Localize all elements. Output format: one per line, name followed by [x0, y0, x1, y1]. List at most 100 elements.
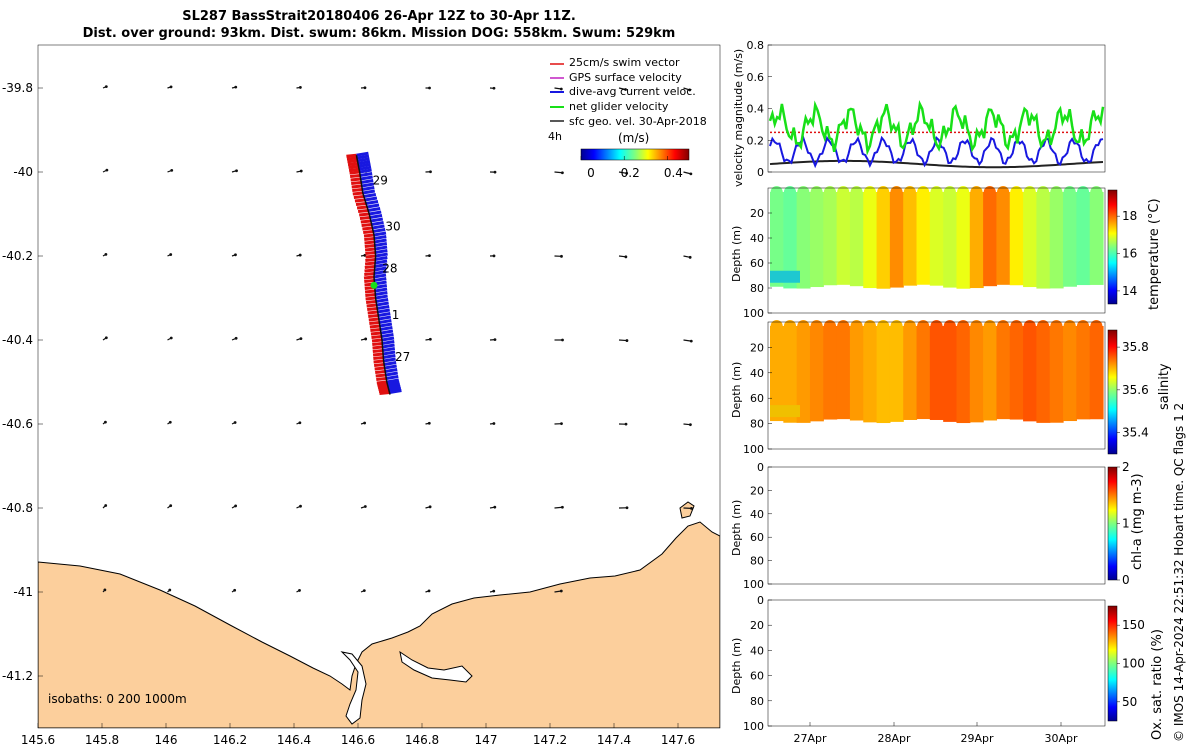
current-vector [389, 389, 402, 394]
surface-velocity-arrowhead [689, 339, 693, 343]
heatmap-top-dot [1037, 319, 1050, 333]
heatmap-cell [889, 326, 904, 422]
swim-vector [349, 174, 361, 178]
heatmap-top-dot [850, 319, 863, 333]
velocity-y-tick-label: 0.6 [747, 71, 765, 84]
surface-velocity-arrowhead [298, 589, 301, 592]
salinity-y-ticks: 20 40 60 80 100 [743, 341, 772, 456]
colorbar-tick-label: 2 [1122, 460, 1130, 474]
map-x-tick-label: 147.4 [597, 733, 631, 747]
depth-tick-label: 60 [750, 257, 764, 270]
swim-vector [379, 391, 390, 395]
current-vector [382, 343, 395, 349]
legend-gps: GPS surface velocity [550, 71, 682, 84]
colorbar-tick-label: 0.2 [621, 166, 640, 180]
chla-clabel: chl-a (mg m-3) [1130, 473, 1145, 570]
heatmap-cell [956, 192, 971, 289]
current-vector [358, 162, 371, 168]
map-y-tick-label: -40 [13, 165, 33, 179]
depth-tick-label: 0 [757, 594, 764, 607]
current-vector [374, 235, 387, 240]
current-vector [388, 386, 402, 392]
swim-vector [372, 349, 383, 353]
heatmap-bottom-anomaly [770, 270, 800, 283]
current-vector [361, 182, 374, 188]
swim-vector [351, 181, 362, 185]
salinity-cells [770, 319, 1104, 424]
heatmap-top-dot [890, 185, 903, 199]
heatmap-cell [823, 192, 838, 286]
swim-vector [372, 345, 383, 350]
current-vector [382, 340, 395, 345]
heatmap-top-dot [837, 319, 850, 333]
swim-vector [365, 254, 376, 259]
surface-velocity-arrowhead [169, 336, 173, 340]
swim-vector [352, 191, 363, 196]
current-vector [379, 322, 393, 328]
heatmap-cell [929, 192, 944, 286]
map-x-tick-label: 147.6 [661, 733, 695, 747]
heatmap-top-dot [957, 185, 970, 199]
colorbar-tick-label: 18 [1122, 209, 1137, 223]
swim-vector [364, 272, 375, 276]
heatmap-cell [1076, 192, 1091, 286]
depth-tick-label: 20 [750, 484, 764, 497]
surface-velocity-arrowhead [429, 170, 432, 174]
current-vector [376, 305, 390, 310]
swim-vector [351, 184, 362, 189]
current-vector [360, 175, 373, 181]
colorbar-unit: (m/s) [618, 131, 649, 145]
swim-vector [364, 261, 376, 266]
swim-vector [365, 293, 376, 297]
heatmap-top-dot [1010, 185, 1023, 199]
heatmap-top-dot [837, 185, 850, 199]
current-vector [382, 347, 396, 352]
surface-velocity-arrowhead [688, 88, 692, 92]
surface-velocity-arrowhead [688, 255, 692, 259]
map-legend: 25cm/s swim vector GPS surface velocity … [548, 56, 707, 180]
current-vector [374, 270, 387, 275]
current-vector [371, 221, 384, 226]
current-velocity-line [769, 135, 1104, 169]
swim-vector [348, 164, 359, 169]
heatmap-cell [956, 326, 971, 424]
heatmap-top-dot [970, 185, 983, 199]
heatmap-cell [809, 326, 824, 422]
surface-velocity-arrowhead [234, 336, 238, 340]
geo-velocity-line [769, 159, 1104, 169]
current-vector [380, 329, 394, 335]
surface-velocity-arrowhead [169, 504, 173, 508]
current-vector [374, 263, 388, 268]
surface-velocity-arrowhead [233, 421, 237, 424]
velocity-panel: 0 0.2 0.4 0.6 0.8 [747, 39, 1106, 179]
swim-vector [373, 363, 385, 367]
surface-velocity-arrowhead [170, 169, 174, 172]
swim-vector [354, 198, 366, 203]
swim-vector [364, 244, 375, 248]
heatmap-top-dot [850, 185, 863, 199]
swim-vector [378, 386, 389, 391]
heatmap-top-dot [877, 185, 890, 199]
surface-velocity-arrowhead [625, 171, 629, 175]
colorbar-tick-label: 50 [1122, 695, 1137, 709]
current-vector [362, 186, 375, 191]
colorbar-tick-label: 35.8 [1122, 340, 1149, 354]
current-vector [374, 277, 387, 282]
surface-velocity-arrowhead [169, 253, 173, 256]
current-vector [356, 151, 369, 157]
current-vector [383, 354, 396, 359]
temperature-clabel: temperature (°C) [1147, 198, 1162, 310]
map-x-tick-label: 147 [475, 733, 498, 747]
swim-vector [369, 324, 381, 329]
legend-4h: 4h [548, 130, 562, 143]
current-vector [381, 333, 394, 338]
temperature-colorbar-ticks: 14 16 18 [1117, 209, 1137, 298]
depth-tick-label: 0 [757, 461, 764, 474]
swim-vector [362, 226, 373, 231]
day-label: 29 [373, 173, 388, 187]
heatmap-top-dot [1037, 185, 1050, 199]
heatmap-cell [1009, 326, 1024, 420]
depth-tick-label: 80 [750, 282, 764, 295]
surface-velocity-arrowhead [560, 171, 564, 175]
map-y-tick-label: -39.8 [2, 81, 33, 95]
